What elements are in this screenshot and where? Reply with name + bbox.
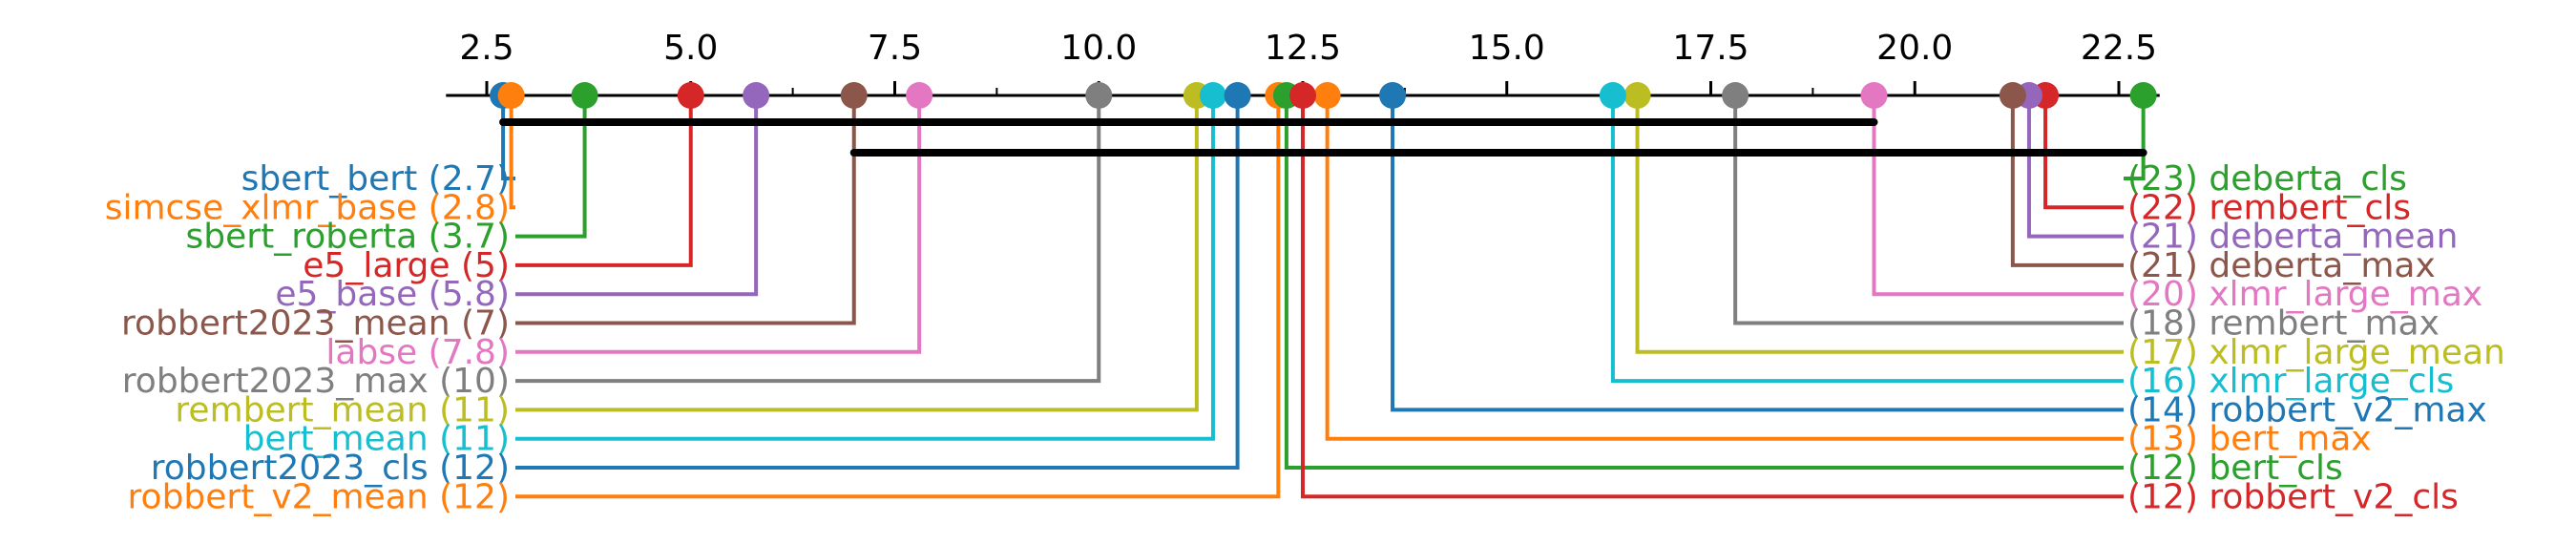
rank-marker-bert_max bbox=[1313, 82, 1341, 109]
method-label-bert_max: (13) bert_max bbox=[2127, 420, 2372, 459]
clique-bars bbox=[499, 118, 2147, 157]
method-label-simcse_xlmr_base: simcse_xlmr_base (2.8) bbox=[105, 188, 510, 227]
axis-tick-label: 10.0 bbox=[1060, 29, 1137, 68]
method-label-bert_cls: (12) bert_cls bbox=[2127, 449, 2343, 488]
method-connector-simcse_xlmr_base bbox=[509, 95, 515, 210]
method-connector-rembert_mean bbox=[515, 95, 1199, 412]
method-label-deberta_cls: (23) deberta_cls bbox=[2127, 159, 2407, 199]
method-labels: sbert_bert (2.7)simcse_xlmr_base (2.8)sb… bbox=[105, 159, 2505, 516]
rank-marker-rembert_max bbox=[1722, 82, 1749, 109]
rank-marker-e5_large bbox=[677, 82, 704, 109]
axis-tick-label: 20.0 bbox=[1876, 29, 1953, 68]
method-label-rembert_max: (18) rembert_max bbox=[2127, 304, 2440, 344]
method-connector-rembert_cls bbox=[2043, 95, 2124, 210]
method-label-robbert_v2_cls: (12) robbert_v2_cls bbox=[2127, 477, 2459, 516]
rank-marker-xlmr_large_max bbox=[1860, 82, 1888, 109]
method-connector-robbert_v2_mean bbox=[515, 95, 1281, 499]
method-connector-deberta_cls bbox=[2124, 95, 2146, 180]
method-label-xlmr_large_cls: (16) xlmr_large_cls bbox=[2127, 362, 2454, 401]
method-label-robbert2023_max: robbert2023_max (10) bbox=[122, 362, 510, 401]
method-label-xlmr_large_mean: (17) xlmr_large_mean bbox=[2127, 333, 2505, 372]
method-connector-rembert_max bbox=[1733, 95, 2124, 325]
method-connector-robbert2023_max bbox=[515, 95, 1101, 384]
rank-marker-labse bbox=[906, 82, 933, 109]
method-connector-xlmr_large_mean bbox=[1635, 95, 2124, 354]
rank-marker-robbert2023_mean bbox=[840, 82, 868, 109]
rank-marker-e5_base bbox=[743, 82, 770, 109]
method-label-bert_mean: bert_mean (11) bbox=[243, 420, 510, 459]
method-connector-sbert_roberta bbox=[515, 95, 587, 239]
method-connector-xlmr_large_max bbox=[1872, 95, 2124, 297]
axis-tick-label: 17.5 bbox=[1672, 29, 1749, 68]
rank-marker-xlmr_large_cls bbox=[1599, 82, 1626, 109]
method-label-robbert2023_cls: robbert2023_cls (12) bbox=[151, 449, 510, 488]
rank-marker-robbert2023_cls bbox=[1224, 82, 1251, 109]
axis-tick-label: 12.5 bbox=[1265, 29, 1341, 68]
method-connector-robbert_v2_cls bbox=[1301, 95, 2124, 499]
method-connector-robbert2023_mean bbox=[515, 95, 856, 325]
method-label-sbert_bert: sbert_bert (2.7) bbox=[241, 159, 510, 199]
method-label-e5_base: e5_base (5.8) bbox=[275, 275, 510, 314]
method-label-rembert_cls: (22) rembert_cls bbox=[2127, 188, 2411, 227]
rank-marker-bert_mean bbox=[1199, 82, 1226, 109]
axis-tick-label: 22.5 bbox=[2081, 29, 2157, 68]
method-connector-e5_base bbox=[515, 95, 759, 297]
method-label-robbert_v2_max: (14) robbert_v2_max bbox=[2127, 390, 2487, 429]
method-connector-robbert2023_cls bbox=[515, 95, 1240, 470]
rank-marker-deberta_max bbox=[1999, 82, 2026, 109]
method-label-labse: labse (7.8) bbox=[325, 333, 510, 372]
method-connector-robbert_v2_max bbox=[1391, 95, 2124, 412]
method-connector-labse bbox=[515, 95, 922, 354]
method-label-deberta_mean: (21) deberta_mean bbox=[2127, 218, 2458, 257]
rank-markers bbox=[490, 82, 2157, 109]
rank-marker-robbert_v2_cls bbox=[1289, 82, 1316, 109]
rank-marker-robbert_v2_max bbox=[1379, 82, 1407, 109]
method-label-robbert_v2_mean: robbert_v2_mean (12) bbox=[128, 477, 510, 516]
rank-marker-deberta_cls bbox=[2129, 82, 2157, 109]
rank-marker-robbert2023_max bbox=[1085, 82, 1113, 109]
method-label-rembert_mean: rembert_mean (11) bbox=[175, 390, 510, 429]
method-connector-bert_max bbox=[1325, 95, 2124, 441]
axis-tick-label: 15.0 bbox=[1469, 29, 1545, 68]
rank-marker-xlmr_large_mean bbox=[1623, 82, 1651, 109]
method-label-sbert_roberta: sbert_roberta (3.7) bbox=[186, 218, 510, 257]
method-label-xlmr_large_max: (20) xlmr_large_max bbox=[2127, 275, 2482, 314]
method-connector-bert_cls bbox=[1284, 95, 2124, 470]
method-connector-bert_mean bbox=[515, 95, 1215, 441]
rank-marker-simcse_xlmr_base bbox=[497, 82, 525, 109]
method-label-e5_large: e5_large (5) bbox=[303, 246, 510, 285]
axis-tick-label: 7.5 bbox=[868, 29, 922, 68]
method-label-deberta_max: (21) deberta_max bbox=[2127, 246, 2436, 285]
method-connector-e5_large bbox=[515, 95, 693, 267]
method-connector-xlmr_large_cls bbox=[1610, 95, 2124, 384]
method-connector-deberta_mean bbox=[2026, 95, 2124, 239]
method-label-robbert2023_mean: robbert2023_mean (7) bbox=[121, 304, 510, 344]
axis-tick-label: 5.0 bbox=[663, 29, 718, 68]
rank-marker-sbert_roberta bbox=[571, 82, 598, 109]
rank-axis: 2.5 5.0 7.5 10.0 12.5 15.0 17.5 20.0 22.5 bbox=[446, 29, 2160, 97]
axis-tick-label: 2.5 bbox=[459, 29, 513, 68]
